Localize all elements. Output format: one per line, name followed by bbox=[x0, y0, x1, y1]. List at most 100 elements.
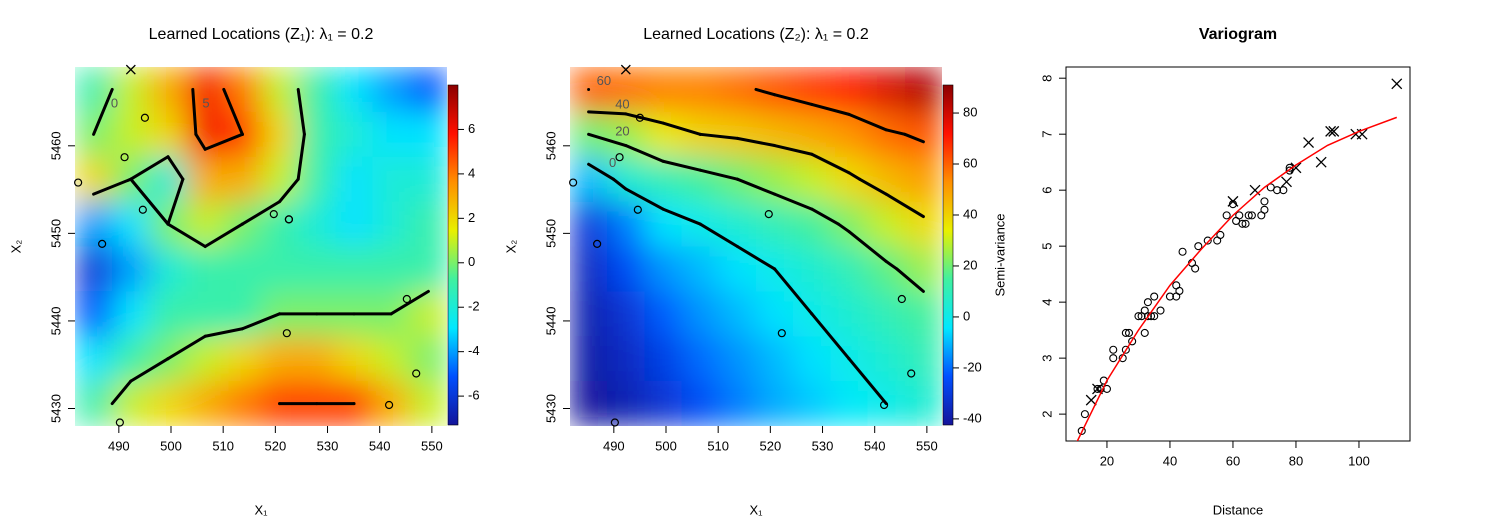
contour-line bbox=[92, 87, 114, 136]
contour-line bbox=[735, 136, 777, 148]
heatmap-cell bbox=[112, 291, 151, 338]
heatmap-cell bbox=[335, 156, 374, 203]
heatmap-cell bbox=[75, 201, 114, 248]
heatmap-cell bbox=[867, 246, 906, 293]
heatmap-cell bbox=[335, 111, 374, 158]
contour-line bbox=[810, 152, 851, 175]
heatmap-cell bbox=[681, 156, 720, 203]
heatmap-cell bbox=[261, 111, 300, 158]
colorbar-tick-label: 0 bbox=[468, 254, 475, 269]
heatmap-cell bbox=[372, 111, 411, 158]
colorbar bbox=[447, 84, 459, 426]
colorbar bbox=[942, 84, 954, 426]
heatmap-cell bbox=[223, 246, 262, 293]
heatmap-cell bbox=[793, 336, 832, 383]
y-tick-label: 2 bbox=[1039, 411, 1054, 418]
heatmap-cell bbox=[112, 381, 151, 426]
location-point bbox=[138, 205, 147, 214]
contour-line bbox=[884, 259, 899, 271]
point bbox=[1175, 286, 1184, 296]
heatmap-cell bbox=[75, 291, 114, 338]
contour-line bbox=[847, 357, 888, 406]
colorbar-tick-label: -4 bbox=[468, 343, 480, 358]
contour-line bbox=[129, 357, 170, 383]
heatmap-cell bbox=[830, 381, 869, 426]
x-tick-label: 490 bbox=[108, 438, 130, 453]
heatmap-cell bbox=[149, 67, 188, 113]
location-point bbox=[402, 294, 411, 304]
point bbox=[1077, 426, 1086, 435]
colorbar-tick-label: -6 bbox=[468, 388, 480, 403]
heatmap-cell bbox=[186, 381, 225, 426]
contour-line bbox=[810, 102, 851, 116]
heatmap-cell bbox=[223, 381, 262, 426]
contour-line bbox=[884, 128, 907, 136]
contour-line bbox=[129, 155, 170, 181]
heatmap-cell bbox=[681, 67, 720, 113]
x-tick-label: 520 bbox=[264, 438, 286, 453]
contour-line bbox=[858, 177, 888, 196]
heatmap-cell bbox=[261, 336, 300, 383]
point bbox=[1235, 211, 1244, 220]
contour-line bbox=[296, 132, 306, 181]
contour-line bbox=[203, 132, 244, 151]
contour-line bbox=[240, 200, 282, 226]
contour-line bbox=[810, 207, 840, 226]
contour-line bbox=[191, 87, 198, 136]
contour-line bbox=[587, 132, 628, 148]
heatmap-cell bbox=[409, 111, 447, 158]
heatmap-cell bbox=[681, 381, 720, 426]
heatmap-cell bbox=[75, 246, 114, 293]
cross-marker bbox=[1249, 184, 1261, 196]
cross-marker bbox=[1227, 195, 1239, 207]
y-tick-label: 7 bbox=[1039, 131, 1054, 138]
cross-marker bbox=[1325, 125, 1337, 137]
heatmap-cell bbox=[570, 246, 609, 293]
heatmap-cell bbox=[298, 336, 337, 383]
heatmap-cell bbox=[372, 381, 411, 426]
x-tick-label: 100 bbox=[1348, 453, 1370, 468]
contour-line bbox=[661, 207, 702, 226]
contour-line bbox=[624, 144, 665, 163]
heatmap-cell bbox=[409, 246, 447, 293]
heatmap-cell bbox=[830, 291, 869, 338]
location-point bbox=[269, 210, 278, 219]
point bbox=[1128, 337, 1137, 346]
contour-line bbox=[754, 87, 777, 97]
point bbox=[1165, 292, 1175, 301]
heatmap-cell bbox=[904, 336, 942, 383]
colorbar-tick-label: 0 bbox=[963, 308, 970, 323]
y-axis-title: X₂ bbox=[8, 240, 23, 254]
point bbox=[1124, 328, 1134, 337]
heatmap-cell bbox=[718, 381, 757, 426]
contour-line bbox=[735, 177, 777, 196]
point bbox=[1109, 354, 1118, 363]
y-tick-label: 5450 bbox=[48, 219, 63, 248]
contour-label: 60 bbox=[597, 73, 611, 88]
y-axis-title: X₂ bbox=[503, 240, 518, 254]
location-point bbox=[74, 178, 83, 187]
colorbar-tick-label: 6 bbox=[468, 121, 475, 136]
heatmap-cell bbox=[409, 156, 447, 203]
location-point bbox=[140, 113, 150, 122]
heatmap-cell bbox=[75, 336, 114, 383]
heatmap-cell bbox=[718, 201, 757, 248]
heatmap-cell bbox=[372, 246, 411, 293]
heatmap-cell bbox=[793, 246, 832, 293]
point bbox=[1279, 186, 1288, 195]
heatmap-cell bbox=[830, 201, 869, 248]
heatmap-cell bbox=[186, 111, 225, 158]
point bbox=[1121, 328, 1130, 337]
location-point bbox=[635, 113, 645, 122]
location-point bbox=[897, 294, 906, 304]
fit-line bbox=[1076, 116, 1398, 441]
x-tick-label: 40 bbox=[1163, 453, 1177, 468]
heatmap-cell bbox=[372, 67, 411, 113]
contour-line bbox=[203, 222, 244, 248]
point bbox=[1140, 328, 1149, 337]
point bbox=[1216, 230, 1225, 240]
chart-title: Learned Locations (Z₂): λ₁ = 0.2 bbox=[643, 26, 869, 43]
heatmap-cell bbox=[298, 246, 337, 293]
y-tick-label: 6 bbox=[1039, 187, 1054, 194]
heatmap-cell bbox=[186, 201, 225, 248]
